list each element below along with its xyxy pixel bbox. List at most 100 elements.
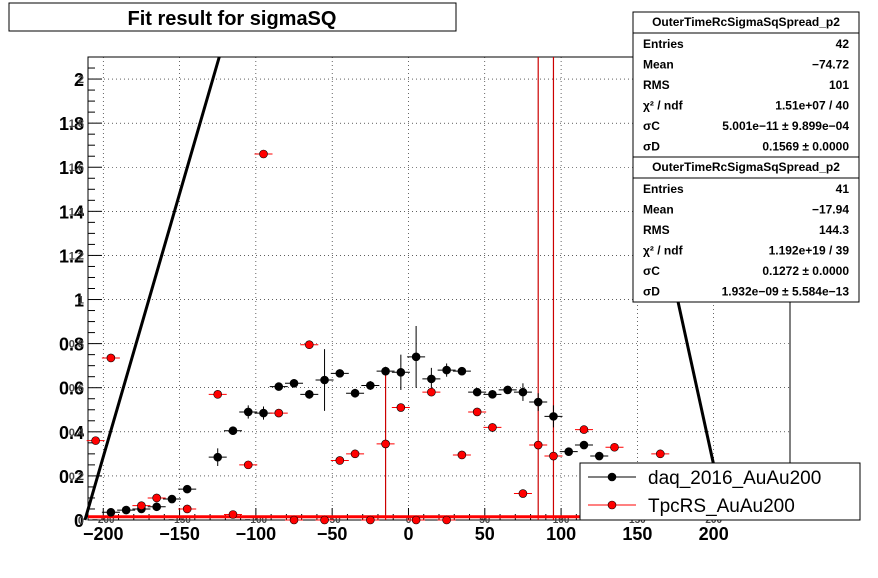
data-point xyxy=(147,493,166,503)
marker xyxy=(243,460,253,470)
y-tick-label-inner: 0.4 xyxy=(69,427,85,439)
data-point xyxy=(254,406,273,420)
y-tick-label: 1.4 xyxy=(59,202,84,222)
data-point xyxy=(407,325,426,388)
data-point xyxy=(285,515,304,525)
data-point xyxy=(147,502,166,512)
data-point xyxy=(544,451,563,461)
marker xyxy=(289,379,299,388)
chart-title: Fit result for sigmaSQ xyxy=(128,8,337,30)
data-point xyxy=(346,388,365,398)
data-point xyxy=(178,484,197,494)
stat-label: RMS xyxy=(643,223,670,237)
data-point xyxy=(590,451,609,461)
stat-boxes: OuterTimeRcSigmaSqSpread_p2 Entries 42 Mean… xyxy=(632,11,860,303)
series-0 xyxy=(101,325,609,517)
x-tick-label-inner: −150 xyxy=(168,515,191,526)
data-point xyxy=(254,149,273,159)
marker xyxy=(381,366,390,376)
stat-label: σD xyxy=(643,285,660,299)
x-tick-label: −150 xyxy=(159,524,200,544)
x-tick-label: 200 xyxy=(699,524,729,544)
marker xyxy=(182,484,192,494)
y-tick-label-inner: 2 xyxy=(78,74,84,86)
marker xyxy=(350,388,360,398)
marker xyxy=(488,390,497,399)
data-point xyxy=(559,447,578,456)
data-point xyxy=(376,439,395,449)
x-tick-label-inner: −200 xyxy=(92,515,115,526)
marker xyxy=(472,407,482,417)
y-tick-label: 1.2 xyxy=(59,246,84,266)
marker xyxy=(304,390,314,399)
marker xyxy=(396,367,406,377)
marker xyxy=(289,515,299,525)
stat-box-1: OuterTimeRcSigmaSqSpread_p2 Entries 41 Mean… xyxy=(632,156,860,303)
data-point xyxy=(605,442,624,452)
stat-label: Entries xyxy=(643,182,684,196)
marker xyxy=(274,408,284,418)
stat-value: 101 xyxy=(829,78,849,92)
data-point xyxy=(529,393,548,411)
data-point xyxy=(498,385,517,395)
y-tick-label-inner: 0.8 xyxy=(69,339,84,351)
stat-box-title: OuterTimeRcSigmaSqSpread_p2 xyxy=(652,15,840,29)
y-tick-label: 1 xyxy=(74,291,84,311)
x-tick-label: 150 xyxy=(622,524,652,544)
data-point xyxy=(574,425,593,434)
data-point xyxy=(361,381,380,390)
data-point xyxy=(208,448,227,466)
stat-value: 42 xyxy=(836,37,850,51)
y-tick-label: 1.8 xyxy=(59,114,84,134)
marker xyxy=(396,403,406,412)
marker xyxy=(503,385,512,395)
marker xyxy=(274,382,284,391)
marker xyxy=(533,440,543,450)
data-point xyxy=(407,515,426,525)
marker xyxy=(579,425,589,434)
y-tick-label: 2 xyxy=(74,70,84,90)
marker xyxy=(320,515,329,525)
marker xyxy=(167,494,177,504)
marker xyxy=(457,450,467,460)
stat-label: Mean xyxy=(643,203,674,217)
data-point xyxy=(101,507,120,517)
data-point xyxy=(422,387,441,397)
data-point xyxy=(376,366,395,376)
data-point xyxy=(132,501,151,510)
stat-label: σC xyxy=(643,119,660,133)
y-tick-label-inner: 1.8 xyxy=(69,118,84,130)
stat-label: RMS xyxy=(643,78,670,92)
marker xyxy=(121,505,131,515)
stat-label: σC xyxy=(643,264,660,278)
data-point xyxy=(330,369,349,378)
stat-label: Mean xyxy=(643,58,674,72)
stat-value: −74.72 xyxy=(812,58,849,72)
marker xyxy=(488,423,497,432)
marker xyxy=(427,374,436,384)
y-tick-label: 1.6 xyxy=(59,158,84,178)
marker xyxy=(320,375,329,385)
marker xyxy=(106,353,116,363)
marker xyxy=(518,387,528,397)
series-1 xyxy=(86,149,670,525)
data-point xyxy=(437,363,456,377)
marker xyxy=(213,390,223,399)
stat-box-frame xyxy=(632,11,860,158)
stat-value: 5.001e−11 ± 9.899e−04 xyxy=(722,119,849,133)
marker xyxy=(366,381,375,390)
y-tick-label-inner: 0 xyxy=(78,515,84,527)
marker xyxy=(228,426,238,436)
marker xyxy=(304,340,314,350)
stat-value: 1.192e+19 / 39 xyxy=(769,244,850,258)
marker xyxy=(366,515,375,525)
marker xyxy=(655,449,665,459)
x-tick-label-inner: 50 xyxy=(479,515,491,526)
y-tick-label-inner: 1.4 xyxy=(69,206,85,218)
data-point xyxy=(544,405,563,428)
data-point xyxy=(513,383,532,401)
data-point xyxy=(437,515,456,525)
data-point xyxy=(452,450,471,460)
data-point xyxy=(468,387,487,397)
stat-value: 0.1569 ± 0.0000 xyxy=(762,140,849,154)
